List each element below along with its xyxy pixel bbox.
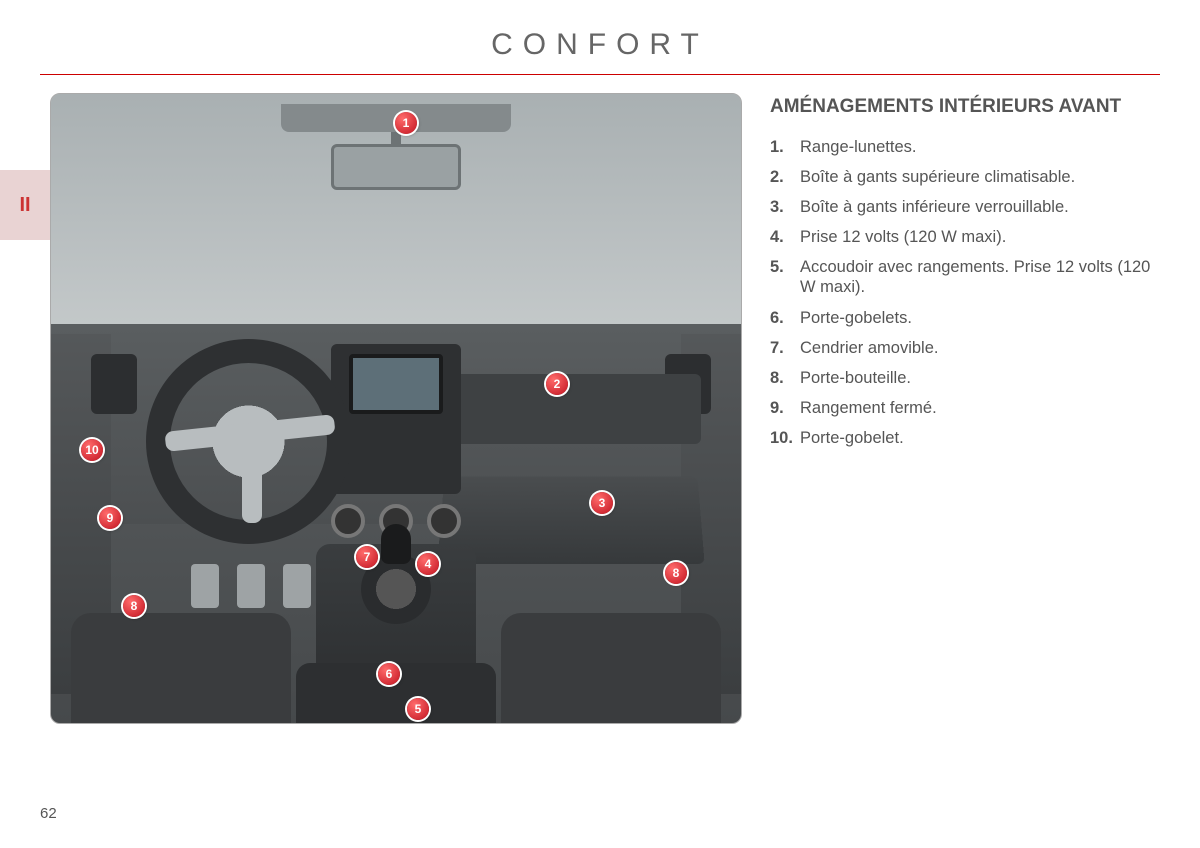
callout-marker: 1 [395,112,417,134]
list-item: 9.Rangement fermé. [770,398,1160,418]
item-text: Boîte à gants inférieure verrouillable. [800,197,1160,217]
item-number: 1. [770,137,800,157]
callout-marker: 4 [417,553,439,575]
list-item: 7.Cendrier amovible. [770,338,1160,358]
item-text: Range-lunettes. [800,137,1160,157]
list-item: 3.Boîte à gants inférieure verrouillable… [770,197,1160,217]
dashboard-figure: 1 2 3 4 56 7 8 8 9 10 [50,93,742,724]
item-number: 6. [770,308,800,328]
item-text: Porte-gobelet. [800,428,1160,448]
knob [427,504,461,538]
nav-screen [349,354,443,414]
section-tab: II [0,170,50,240]
list-item: 5.Accoudoir avec rangements. Prise 12 vo… [770,257,1160,297]
callout-marker: 10 [81,439,103,461]
item-text: Rangement fermé. [800,398,1160,418]
seat-left [71,613,291,723]
pedal [237,564,265,608]
item-text: Porte-bouteille. [800,368,1160,388]
text-column: AMÉNAGEMENTS INTÉRIEURS AVANT 1.Range-lu… [770,93,1160,724]
item-number: 3. [770,197,800,217]
page-title: CONFORT [0,0,1200,62]
item-number: 7. [770,338,800,358]
feature-list: 1.Range-lunettes.2.Boîte à gants supérie… [770,137,1160,448]
callout-marker: 8 [665,562,687,584]
section-heading: AMÉNAGEMENTS INTÉRIEURS AVANT [770,95,1160,119]
item-number: 5. [770,257,800,297]
item-number: 8. [770,368,800,388]
callout-marker: 5 [407,698,429,720]
rearview-mirror [331,144,461,190]
item-text: Porte-gobelets. [800,308,1160,328]
list-item: 2.Boîte à gants supérieure climatisable. [770,167,1160,187]
knob [331,504,365,538]
list-item: 8.Porte-bouteille. [770,368,1160,388]
callout-marker: 9 [99,507,121,529]
item-text: Boîte à gants supérieure climatisable. [800,167,1160,187]
list-item: 10.Porte-gobelet. [770,428,1160,448]
item-number: 4. [770,227,800,247]
callout-marker: 3 [591,492,613,514]
item-text: Prise 12 volts (120 W maxi). [800,227,1160,247]
pedal [191,564,219,608]
air-vent [91,354,137,414]
item-number: 9. [770,398,800,418]
steering-wheel [146,339,351,544]
pedal [283,564,311,608]
gear-shifter [381,524,411,564]
callout-marker: 6 [378,663,400,685]
glovebox-lower [437,476,704,563]
list-item: 1.Range-lunettes. [770,137,1160,157]
item-number: 2. [770,167,800,187]
list-item: 4.Prise 12 volts (120 W maxi). [770,227,1160,247]
page-number: 62 [40,805,57,822]
callout-marker: 7 [356,546,378,568]
callout-marker: 2 [546,373,568,395]
glovebox-upper [451,374,701,444]
item-number: 10. [770,428,800,448]
item-text: Cendrier amovible. [800,338,1160,358]
item-text: Accoudoir avec rangements. Prise 12 volt… [800,257,1160,297]
callout-marker: 8 [123,595,145,617]
seat-right [501,613,721,723]
list-item: 6.Porte-gobelets. [770,308,1160,328]
center-stack [331,344,461,494]
